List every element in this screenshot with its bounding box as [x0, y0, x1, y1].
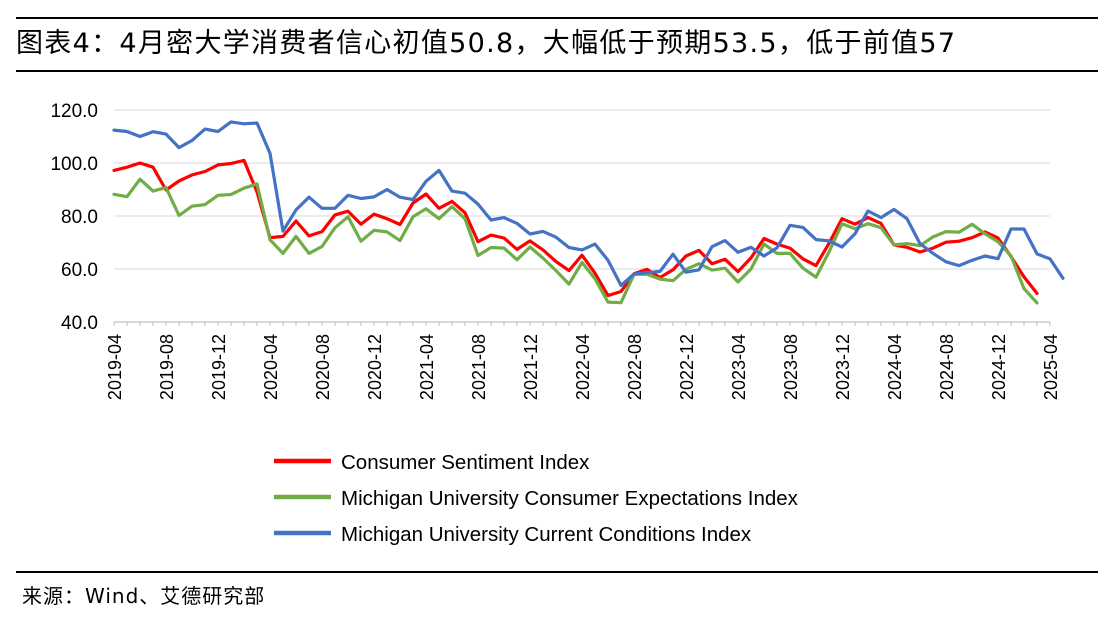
- x-tick-label: 2025-04: [1041, 334, 1061, 400]
- y-axis: 40.0 60.0 80.0 100.0 120.0: [50, 101, 98, 334]
- source-note: 来源：Wind、艾德研究部: [22, 584, 266, 608]
- series-line-2: [112, 177, 1039, 305]
- gridlines: [114, 109, 1050, 270]
- x-tick-label: 2020-08: [313, 334, 333, 400]
- legend: Consumer Sentiment Index Michigan Univers…: [274, 451, 799, 546]
- x-tick-label: 2023-04: [729, 334, 749, 400]
- x-tick-label: 2022-04: [573, 334, 593, 400]
- x-tick-label: 2021-12: [521, 334, 541, 400]
- y-tick-label: 120.0: [50, 101, 98, 122]
- legend-label-2: Michigan University Consumer Expectation…: [341, 487, 799, 510]
- x-tick-label: 2020-12: [365, 334, 385, 400]
- x-tick-label: 2021-04: [417, 334, 437, 400]
- x-tick-label: 2019-12: [209, 334, 229, 400]
- x-tick-label: 2019-04: [105, 334, 125, 400]
- series-line-3: [112, 120, 1065, 287]
- series-lines: [112, 120, 1065, 305]
- y-tick-label: 60.0: [61, 260, 98, 281]
- x-tick-label: 2022-08: [625, 334, 645, 400]
- y-tick-label: 100.0: [50, 154, 98, 175]
- y-tick-label: 40.0: [61, 313, 98, 334]
- x-tick-label: 2019-08: [157, 334, 177, 400]
- top-rule: [16, 17, 1098, 19]
- footer-rule: [16, 571, 1098, 573]
- x-tick-label: 2024-08: [937, 334, 957, 400]
- x-tick-label: 2024-12: [989, 334, 1009, 400]
- y-tick-label: 80.0: [61, 207, 98, 228]
- x-axis: 2019-04 2019-08 2019-12 2020-04 2020-08 2020-…: [105, 321, 1061, 400]
- legend-label-3: Michigan University Current Conditions I…: [341, 523, 752, 546]
- x-tick-label: 2021-08: [469, 334, 489, 400]
- x-tick-label: 2022-12: [677, 334, 697, 400]
- legend-label-1: Consumer Sentiment Index: [341, 451, 590, 474]
- x-tick-label: 2020-04: [261, 334, 281, 400]
- x-tick-label: 2024-04: [885, 334, 905, 400]
- title-rule: [16, 70, 1098, 72]
- chart-title: 图表4：4月密大学消费者信心初值50.8，大幅低于预期53.5，低于前值57: [16, 28, 957, 59]
- x-tick-label: 2023-12: [833, 334, 853, 400]
- x-tick-label: 2023-08: [781, 334, 801, 400]
